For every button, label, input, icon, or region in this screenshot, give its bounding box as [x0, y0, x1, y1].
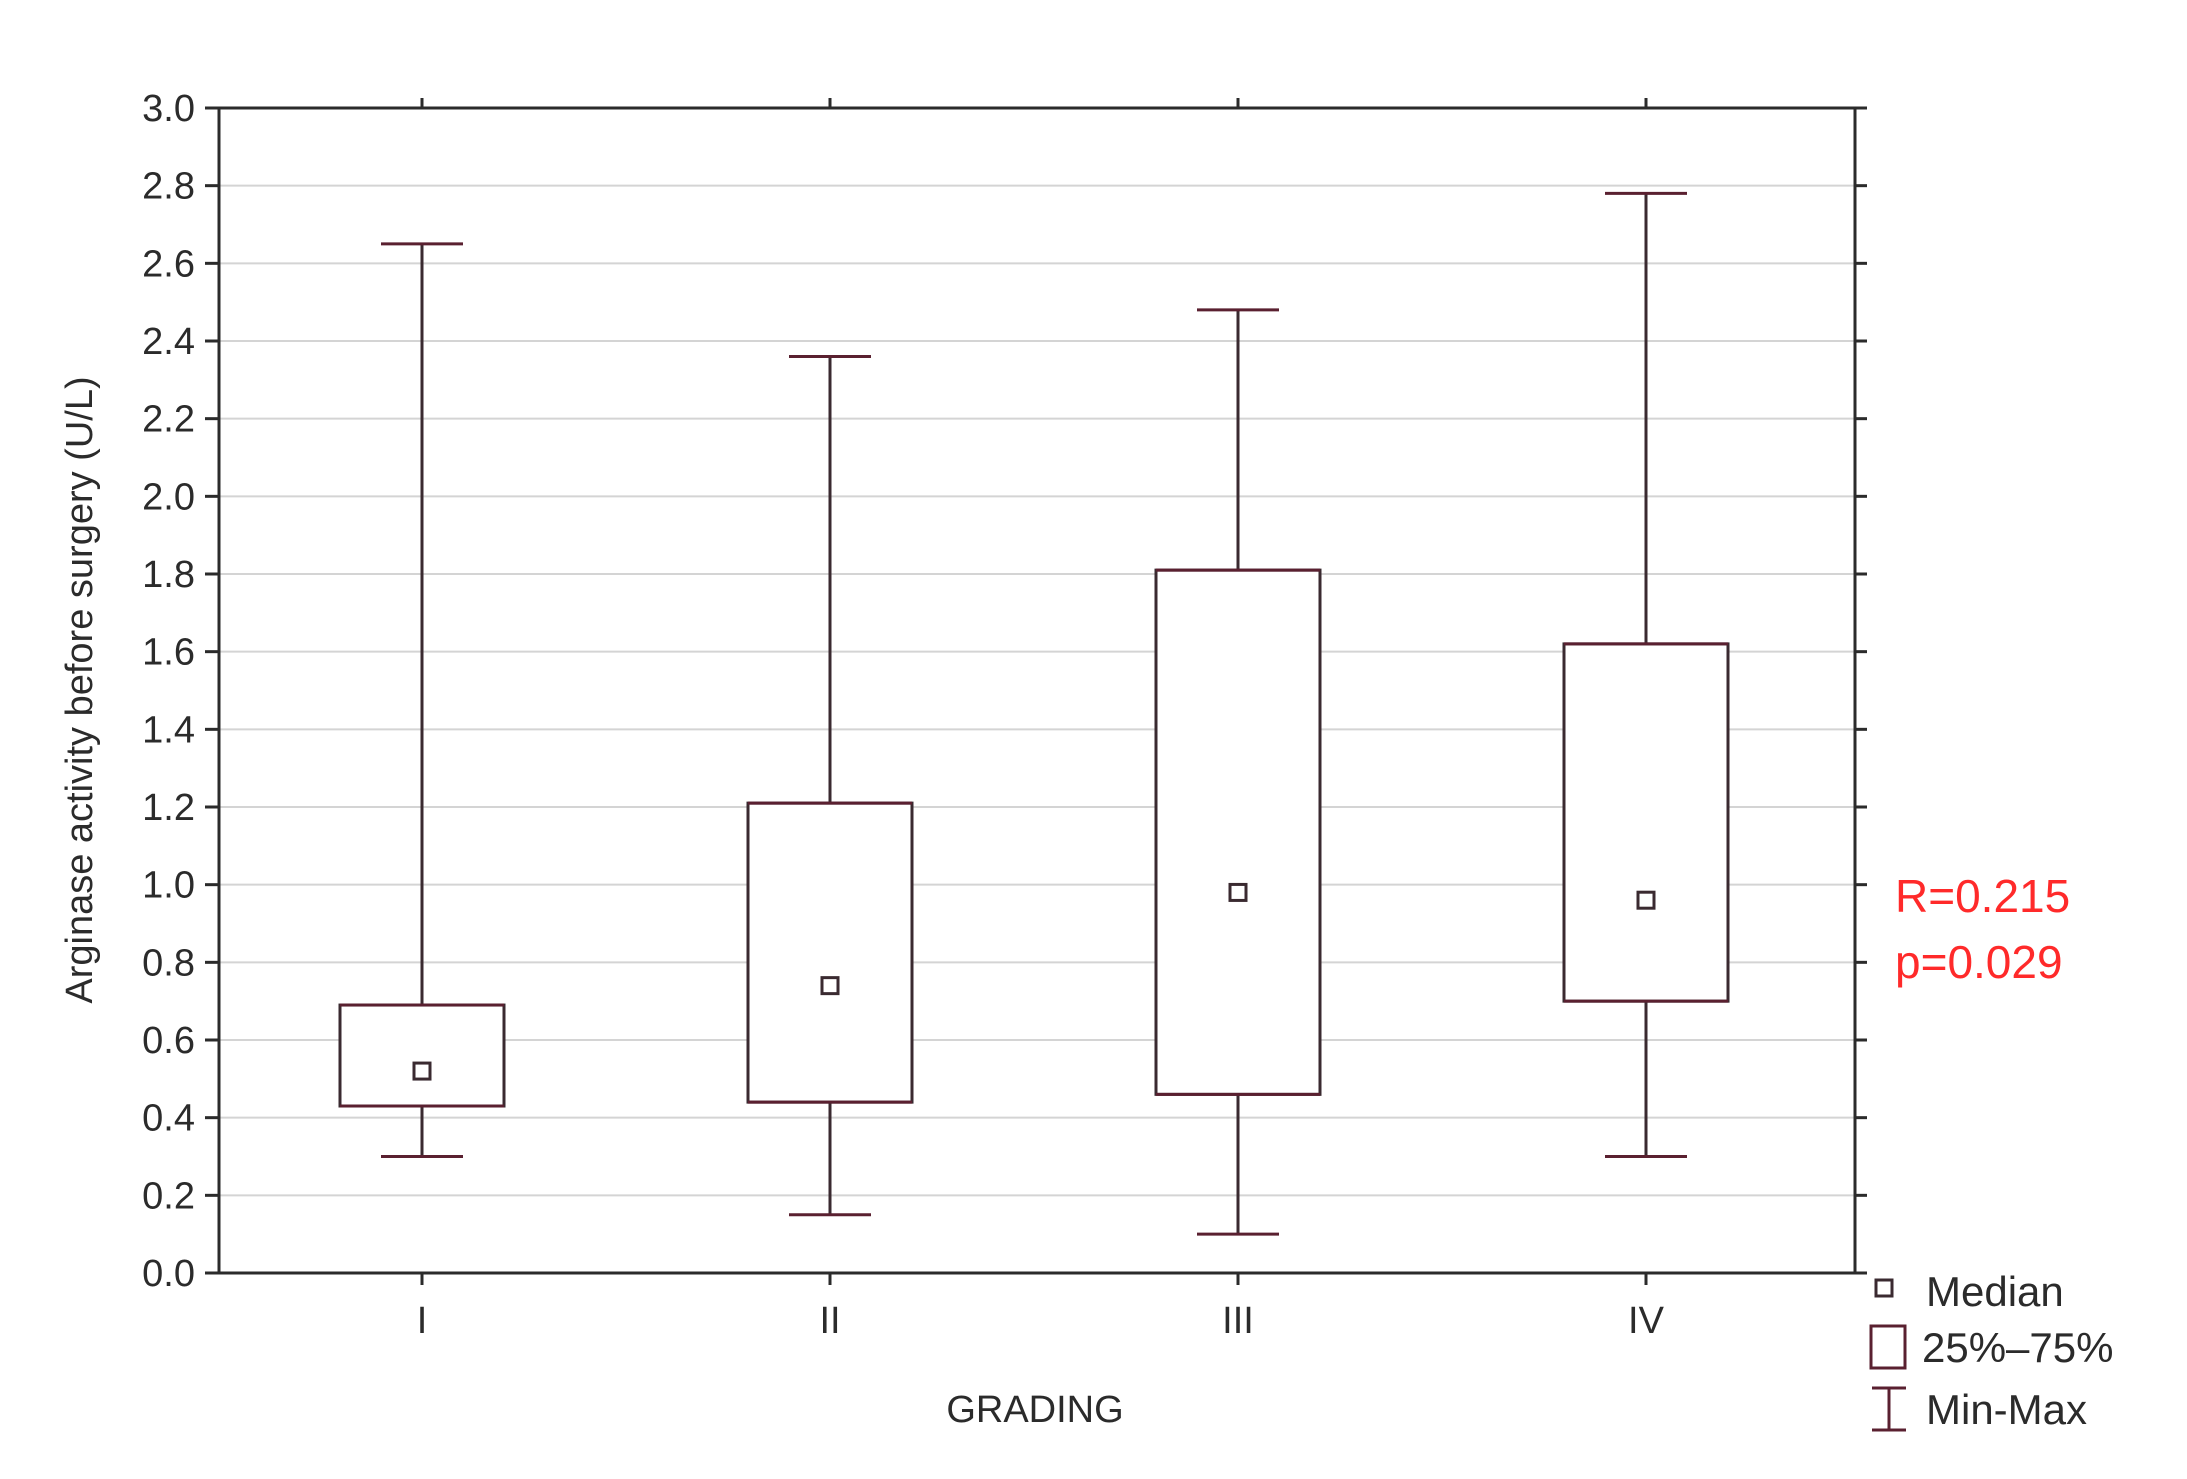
iqr-box — [1562, 642, 1730, 1003]
legend-box-icon — [1869, 1324, 1907, 1370]
y-tick-label: 2.6 — [142, 243, 195, 285]
plot-frame — [217, 106, 1857, 1275]
y-tick-label: 2.0 — [142, 476, 195, 518]
y-tick-label: 3.0 — [142, 88, 195, 130]
iqr-box — [338, 1003, 506, 1108]
median-marker — [412, 1061, 432, 1081]
legend-box-label: 25%–75% — [1922, 1324, 2113, 1371]
y-tick-label: 1.4 — [142, 709, 195, 751]
y-tick-label: 1.6 — [142, 632, 195, 674]
x-tick-label: II — [819, 1300, 840, 1342]
y-axis-ticks: 0.0 0.2 0.4 0.6 0.8 1.0 1.2 1.4 1.6 1.8 2.0 2.2 2.4 2… — [142, 88, 1867, 1295]
legend: Median 25%–75% Min-Max — [1869, 1268, 2113, 1433]
legend-whisker-label: Min-Max — [1926, 1386, 2087, 1433]
box-I — [338, 242, 506, 1158]
y-tick-label: 0.0 — [142, 1253, 195, 1295]
y-tick-label: 1.2 — [142, 787, 195, 829]
annotation-r: R=0.215 — [1895, 870, 2070, 922]
box-IV — [1562, 191, 1730, 1158]
median-marker — [1636, 890, 1656, 910]
legend-median-icon — [1874, 1278, 1894, 1298]
median-marker — [820, 976, 840, 996]
annotation-p: p=0.029 — [1895, 936, 2063, 988]
x-tick-label: IV — [1628, 1300, 1665, 1342]
box-II — [746, 355, 914, 1217]
y-tick-label: 2.8 — [142, 166, 195, 208]
y-tick-label: 2.4 — [142, 321, 195, 363]
box-III — [1154, 308, 1322, 1236]
y-tick-label: 0.6 — [142, 1020, 195, 1062]
iqr-box — [746, 801, 914, 1104]
x-axis-title: GRADING — [946, 1389, 1123, 1431]
y-tick-label: 2.2 — [142, 399, 195, 441]
legend-whisker-icon — [1872, 1386, 1906, 1432]
x-axis-ticks: I II III IV — [417, 98, 1665, 1342]
legend-median-label: Median — [1926, 1268, 2064, 1315]
y-tick-label: 0.4 — [142, 1098, 195, 1140]
x-tick-label: III — [1222, 1300, 1254, 1342]
y-axis-title: Arginase activity before surgery (U/L) — [59, 376, 101, 1003]
y-tick-label: 1.0 — [142, 865, 195, 907]
x-tick-label: I — [417, 1300, 428, 1342]
box-series — [338, 191, 1730, 1236]
y-tick-label: 0.2 — [142, 1175, 195, 1217]
iqr-box — [1154, 568, 1322, 1096]
y-tick-label: 1.8 — [142, 554, 195, 596]
y-tick-label: 0.8 — [142, 942, 195, 984]
grid-lines — [219, 184, 1855, 1197]
median-marker — [1228, 882, 1248, 902]
